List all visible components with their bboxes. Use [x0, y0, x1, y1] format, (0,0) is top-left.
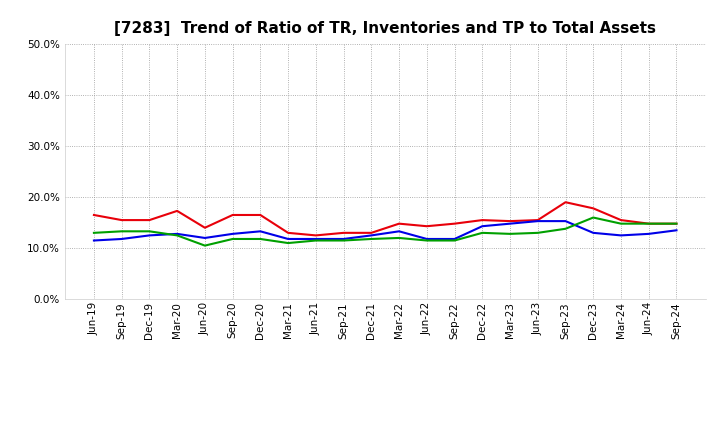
Trade Receivables [117, 217, 126, 223]
Inventories [505, 221, 514, 226]
Trade Payables [201, 243, 210, 248]
Inventories [312, 236, 320, 242]
Trade Receivables [201, 225, 210, 231]
Inventories [339, 236, 348, 242]
Trade Receivables [616, 217, 625, 223]
Trade Payables [367, 236, 376, 242]
Trade Payables [450, 238, 459, 243]
Trade Payables [339, 238, 348, 243]
Trade Payables [672, 221, 681, 226]
Inventories [228, 231, 237, 237]
Trade Payables [423, 238, 431, 243]
Inventories [117, 236, 126, 242]
Trade Payables [312, 238, 320, 243]
Trade Receivables [478, 217, 487, 223]
Trade Receivables [505, 219, 514, 224]
Trade Payables [478, 230, 487, 235]
Trade Receivables [589, 206, 598, 211]
Trade Receivables [644, 221, 653, 226]
Inventories [367, 233, 376, 238]
Trade Payables [395, 235, 403, 241]
Trade Receivables [672, 221, 681, 226]
Trade Payables [589, 215, 598, 220]
Trade Payables [228, 236, 237, 242]
Trade Receivables [534, 217, 542, 223]
Trade Payables [561, 226, 570, 231]
Trade Payables [616, 221, 625, 226]
Title: [7283]  Trend of Ratio of TR, Inventories and TP to Total Assets: [7283] Trend of Ratio of TR, Inventories… [114, 21, 656, 36]
Trade Receivables [173, 208, 181, 213]
Inventories [423, 236, 431, 242]
Trade Receivables [89, 213, 98, 218]
Trade Payables [117, 229, 126, 234]
Inventories [589, 230, 598, 235]
Inventories [644, 231, 653, 237]
Line: Trade Receivables: Trade Receivables [94, 202, 677, 235]
Inventories [616, 233, 625, 238]
Trade Receivables [284, 230, 292, 235]
Inventories [478, 224, 487, 229]
Trade Payables [534, 230, 542, 235]
Inventories [201, 235, 210, 241]
Trade Receivables [312, 233, 320, 238]
Trade Receivables [367, 230, 376, 235]
Trade Receivables [145, 217, 154, 223]
Inventories [561, 219, 570, 224]
Inventories [256, 229, 265, 234]
Trade Payables [284, 240, 292, 246]
Inventories [284, 236, 292, 242]
Trade Payables [256, 236, 265, 242]
Trade Receivables [423, 224, 431, 229]
Trade Payables [505, 231, 514, 237]
Line: Inventories: Inventories [94, 221, 677, 241]
Trade Receivables [228, 213, 237, 218]
Inventories [450, 236, 459, 242]
Inventories [534, 219, 542, 224]
Trade Receivables [450, 221, 459, 226]
Inventories [89, 238, 98, 243]
Trade Payables [173, 233, 181, 238]
Trade Payables [89, 230, 98, 235]
Inventories [395, 229, 403, 234]
Trade Receivables [561, 200, 570, 205]
Trade Receivables [256, 213, 265, 218]
Legend: Trade Receivables, Inventories, Trade Payables: Trade Receivables, Inventories, Trade Pa… [166, 438, 604, 440]
Trade Receivables [395, 221, 403, 226]
Inventories [145, 233, 154, 238]
Trade Receivables [339, 230, 348, 235]
Trade Payables [644, 221, 653, 226]
Inventories [672, 227, 681, 233]
Inventories [173, 231, 181, 237]
Trade Payables [145, 229, 154, 234]
Line: Trade Payables: Trade Payables [94, 217, 677, 246]
